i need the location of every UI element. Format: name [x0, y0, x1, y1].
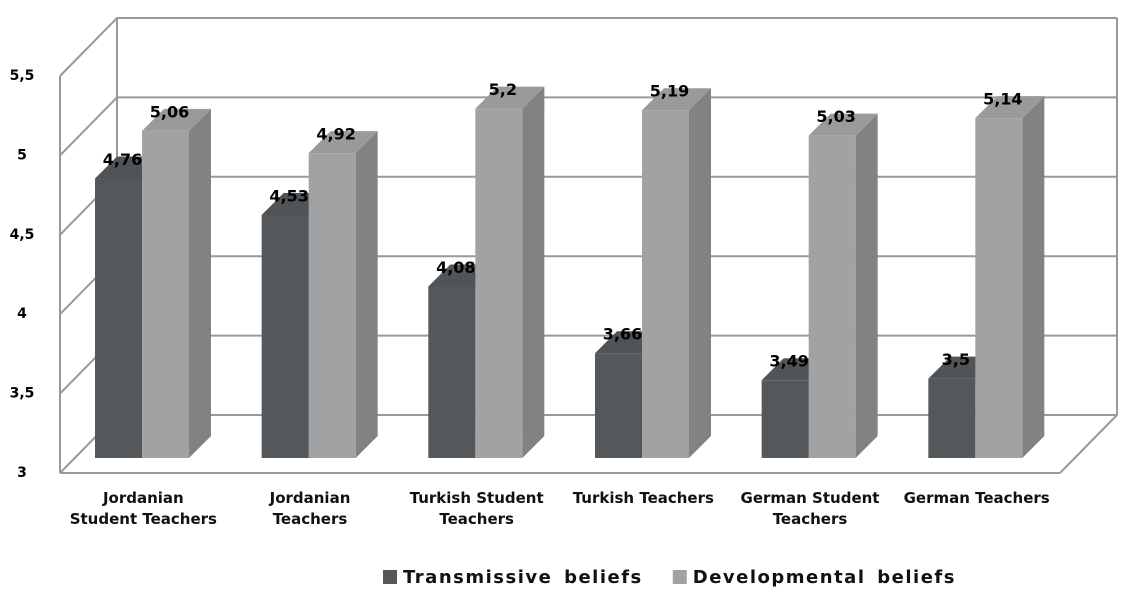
bar-front [142, 130, 189, 458]
bar-side [189, 108, 211, 458]
bar-front [428, 286, 476, 458]
legend-label: Developmental beliefs [693, 567, 956, 588]
bar-front [95, 178, 142, 458]
value-label: 5,19 [650, 82, 689, 101]
bar-front [642, 110, 689, 458]
y-tick-label: 4 [17, 306, 27, 322]
x-tick-label: Jordanian Teachers [269, 489, 351, 528]
value-label: 5,2 [489, 80, 517, 99]
bar-side [522, 86, 545, 458]
bar-top [142, 108, 211, 131]
x-tick-label: Jordanian Student Teachers [69, 489, 217, 528]
bar-front [475, 108, 523, 458]
legend-label: Transmissive beliefs [403, 567, 643, 588]
bar [308, 131, 378, 458]
grid-line [59, 96, 1117, 157]
y-tick-label: 5,5 [10, 68, 35, 84]
value-label: 5,14 [983, 90, 1022, 109]
value-label: 5,06 [150, 102, 189, 121]
bar-top [642, 88, 711, 111]
bar-front [595, 353, 642, 458]
legend-swatch [672, 570, 687, 584]
x-tick-label: Turkish Student Teachers [409, 489, 544, 528]
value-label: 3,49 [769, 352, 808, 371]
bar-front [928, 378, 976, 458]
bar-top [308, 131, 378, 154]
y-tick-label: 5 [17, 147, 27, 163]
grid-line [59, 255, 1117, 315]
floor-edge [1059, 414, 1118, 474]
value-label: 5,03 [816, 107, 855, 126]
value-label: 4,92 [316, 125, 355, 144]
bar-top [475, 86, 545, 109]
bar [975, 96, 1045, 458]
bar-front [761, 380, 809, 458]
bar-side [1022, 96, 1045, 458]
bar [808, 113, 878, 459]
bar-top [808, 113, 878, 136]
bar-side [855, 113, 878, 459]
bar-front [261, 215, 309, 458]
bar-side [355, 131, 378, 458]
value-label: 3,5 [942, 350, 970, 369]
x-tick-label: Turkish Teachers [572, 489, 714, 507]
y-tick-label: 3 [17, 465, 27, 481]
legend-swatch [383, 570, 397, 584]
bar-side [689, 88, 711, 458]
y-tick-label: 4,5 [10, 227, 35, 243]
bar-front [975, 118, 1023, 458]
bar [475, 86, 545, 458]
grid-line [59, 175, 1117, 236]
bar-front [308, 153, 356, 458]
bar [142, 108, 211, 458]
value-label: 4,76 [103, 150, 142, 169]
y-tick-label: 3,5 [10, 386, 35, 402]
bar-top [975, 96, 1045, 119]
bar-front [808, 135, 856, 459]
x-tick-label: German Student Teachers [740, 489, 880, 528]
value-label: 3,66 [603, 325, 642, 344]
x-tick-label: German Teachers [903, 489, 1050, 507]
value-label: 4,08 [436, 258, 475, 277]
value-label: 4,53 [269, 187, 308, 206]
grid-line [59, 17, 1117, 77]
bar [642, 88, 711, 458]
